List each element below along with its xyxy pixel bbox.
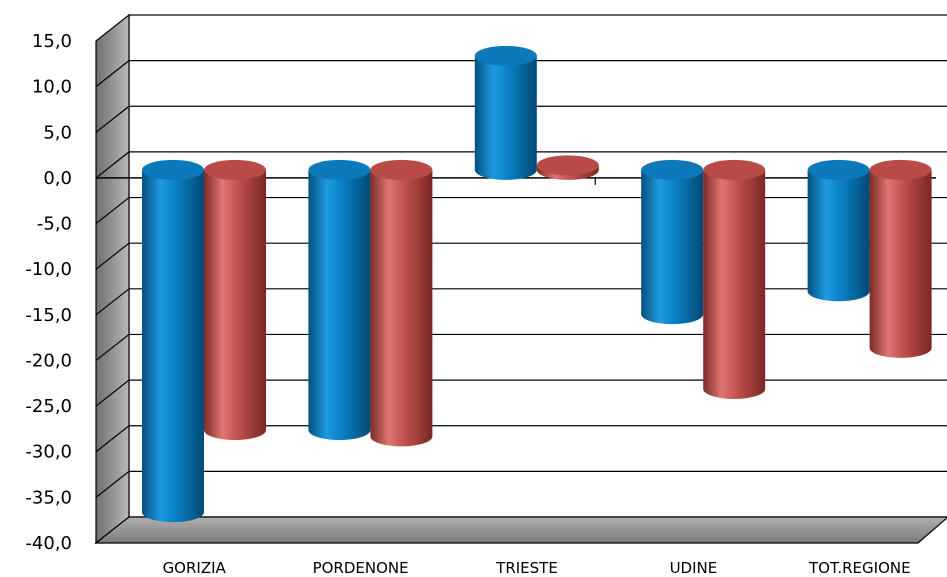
category-label: TRIESTE: [495, 559, 558, 577]
category-label: UDINE: [670, 559, 718, 577]
bar-tot-regione-series-2: [870, 160, 932, 358]
y-tick-label: 5,0: [43, 122, 72, 143]
y-tick-label: -15,0: [25, 305, 72, 326]
y-tick-label: -25,0: [25, 396, 72, 417]
side-wall: [96, 15, 129, 543]
bar-trieste-series-2: [537, 155, 599, 180]
category-label: PORDENONE: [313, 559, 409, 577]
bar-pordenone-series-2: [370, 160, 432, 447]
y-tick-label: -5,0: [37, 214, 72, 235]
y-tick-label: -40,0: [25, 533, 72, 554]
y-tick-label: -35,0: [25, 487, 72, 508]
y-tick-label: 10,0: [32, 77, 72, 98]
bar-tot-regione-series-1: [808, 160, 870, 301]
bar-trieste-series-1: [475, 46, 537, 180]
floor: [96, 517, 947, 543]
y-tick-label: 0,0: [43, 168, 72, 189]
bar-gorizia-series-2: [204, 160, 266, 440]
y-axis: 15,0 10,0 5,0 0,0 -5,0 -10,0 -15,0 -20,0 -25,0 -3…: [25, 31, 72, 554]
x-axis: GORIZIA PORDENONE TRIESTE UDINE TOT.REGIONE: [163, 559, 911, 577]
category-label: GORIZIA: [163, 559, 227, 577]
y-tick-label: -30,0: [25, 442, 72, 463]
bar-udine-series-2: [703, 160, 765, 399]
bar-gorizia-series-1: [142, 160, 204, 522]
y-tick-label: 15,0: [32, 31, 72, 52]
bar-udine-series-1: [641, 160, 703, 324]
category-label: TOT.REGIONE: [808, 559, 911, 577]
y-tick-label: -10,0: [25, 259, 72, 280]
y-tick-label: -20,0: [25, 350, 72, 371]
bar-pordenone-series-1: [308, 160, 370, 440]
